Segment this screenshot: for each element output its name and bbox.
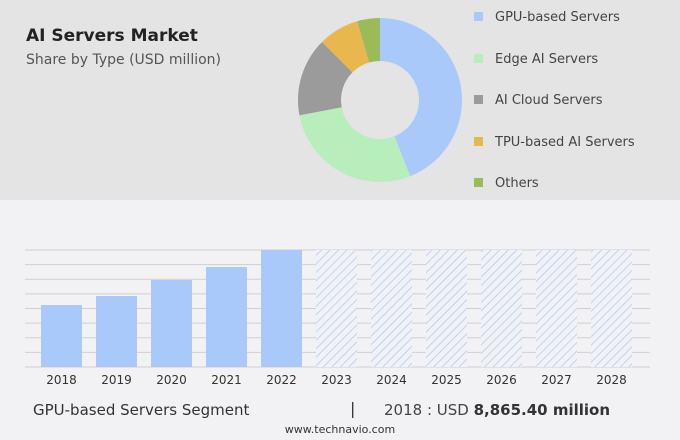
legend-swatch — [474, 53, 483, 63]
donut-chart — [298, 18, 462, 182]
donut-slice-3 — [322, 21, 370, 73]
chart-subtitle: Share by Type (USD million) — [26, 52, 222, 68]
x-tick-label: 2021 — [211, 373, 242, 387]
year-label: 2018 : USD — [384, 401, 474, 419]
legend-item: Edge AI Servers — [474, 52, 598, 67]
forecast-bar — [481, 250, 522, 367]
x-tick-label: 2026 — [486, 373, 517, 387]
legend-item: Others — [474, 176, 539, 191]
legend-swatch — [474, 12, 483, 21]
bar — [41, 305, 82, 367]
legend-swatch — [474, 178, 483, 187]
x-tick-label: 2022 — [266, 373, 297, 387]
forecast-bar — [426, 250, 467, 367]
legend-label: Others — [495, 176, 539, 191]
x-tick-label: 2027 — [541, 373, 572, 387]
value-amount: 8,865.40 million — [473, 401, 611, 419]
legend-label: GPU-based Servers — [495, 10, 620, 25]
segment-value: 2018 : USD 8,865.40 million — [384, 401, 610, 419]
forecast-bar — [591, 250, 632, 367]
legend-label: TPU-based AI Servers — [495, 134, 635, 150]
bar — [206, 266, 247, 367]
legend: GPU-based Servers Edge AI Servers AI Cloud… — [474, 10, 674, 200]
segment-label: GPU-based Servers Segment — [33, 401, 250, 419]
x-tick-label: 2028 — [596, 373, 627, 387]
bar-chart: 2018 2019 2020 2021 2022 2023 2024 2025 2026 2027… — [25, 249, 650, 387]
x-tick-label: 2019 — [101, 373, 132, 387]
source-link[interactable]: www.technavio.com — [284, 423, 396, 436]
donut-slice-1 — [299, 107, 411, 182]
forecast-bar — [371, 250, 412, 367]
x-tick-label: 2024 — [376, 373, 407, 387]
bar — [261, 250, 302, 367]
legend-swatch — [474, 95, 483, 104]
legend-item: TPU-based AI Servers — [474, 135, 635, 150]
separator: | — [350, 399, 356, 418]
legend-label: Edge AI Servers — [495, 51, 599, 67]
legend-item: AI Cloud Servers — [474, 93, 603, 108]
bar — [151, 280, 192, 367]
x-tick-label: 2023 — [321, 373, 352, 387]
legend-swatch — [474, 136, 483, 146]
donut-slice-4 — [357, 18, 380, 63]
donut-slice-0 — [380, 18, 462, 177]
forecast-bar — [316, 250, 357, 367]
x-tick-label: 2018 — [46, 373, 77, 387]
legend-item: GPU-based Servers — [474, 10, 620, 25]
bar — [96, 296, 137, 367]
x-tick-label: 2025 — [431, 373, 462, 387]
donut-slice-2 — [298, 42, 353, 116]
chart-title: AI Servers Market — [26, 26, 198, 46]
x-tick-label: 2020 — [156, 373, 187, 387]
forecast-bar — [536, 250, 577, 367]
legend-label: AI Cloud Servers — [495, 93, 603, 108]
